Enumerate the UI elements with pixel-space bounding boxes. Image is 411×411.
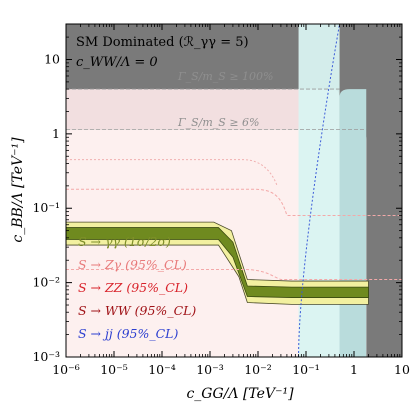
x-tick-label: 10⁻² <box>244 362 272 377</box>
plot-frame <box>65 23 403 358</box>
contour-zgamma-upper <box>66 159 278 187</box>
x-tick-label: 10⁻⁵ <box>100 362 128 377</box>
band-2sigma <box>66 221 369 305</box>
x-tick-label: 10⁻⁶ <box>52 362 80 377</box>
annotation-cww: c_WW/Λ = 0 <box>76 55 158 70</box>
legend-entry: S → WW (95%_CL) <box>78 303 196 318</box>
contour-lines <box>66 24 402 357</box>
legend-entry: S → Zγ (95%_CL) <box>78 257 187 272</box>
axis-ticks: 10⁻⁶ 10⁻⁵ 10⁻⁴ 10⁻³ 10⁻² 10⁻¹ 1 10 10⁻³ 10⁻² 10⁻¹ 1… <box>32 24 410 377</box>
x-tick-label: 10 <box>394 362 410 377</box>
band-1sigma <box>66 227 369 298</box>
x-axis-title: c_GG/Λ [TeV⁻¹] <box>186 386 294 402</box>
y-tick-label: 10 <box>44 51 60 66</box>
x-tick-label: 10⁻³ <box>196 362 224 377</box>
x-tick-label: 10⁻⁴ <box>148 362 176 377</box>
y-tick-label: 10⁻³ <box>32 349 60 364</box>
annotation-width-6: Γ_S/m_S ≥ 6% <box>177 116 260 129</box>
x-tick-label: 10⁻¹ <box>292 362 320 377</box>
x-tick-label: 1 <box>350 362 358 377</box>
legend-entry: S → ZZ (95%_CL) <box>78 280 188 295</box>
contour-zgamma <box>66 188 402 216</box>
gamma-gamma-bands <box>66 221 369 305</box>
legend-entry: S → jj (95%_CL) <box>78 326 178 341</box>
legend: S → γγ (1σ/2σ) S → Zγ (95%_CL) S → ZZ (95%… <box>78 234 196 341</box>
legend-entry: S → γγ (1σ/2σ) <box>78 234 171 249</box>
contour-zz <box>66 269 402 281</box>
y-tick-label: 10⁻¹ <box>32 200 60 215</box>
y-axis-title: c_BB/Λ [TeV⁻¹] <box>10 137 26 243</box>
annotation-scenario: SM Dominated (ℛ_γγ = 5) <box>76 35 249 50</box>
y-tick-label: 1 <box>52 126 60 141</box>
contour-jj <box>298 24 341 357</box>
region-jj-strip <box>298 24 340 357</box>
y-tick-label: 10⁻² <box>32 275 60 290</box>
annotation-width-100: Γ_S/m_S ≥ 100% <box>177 70 274 83</box>
